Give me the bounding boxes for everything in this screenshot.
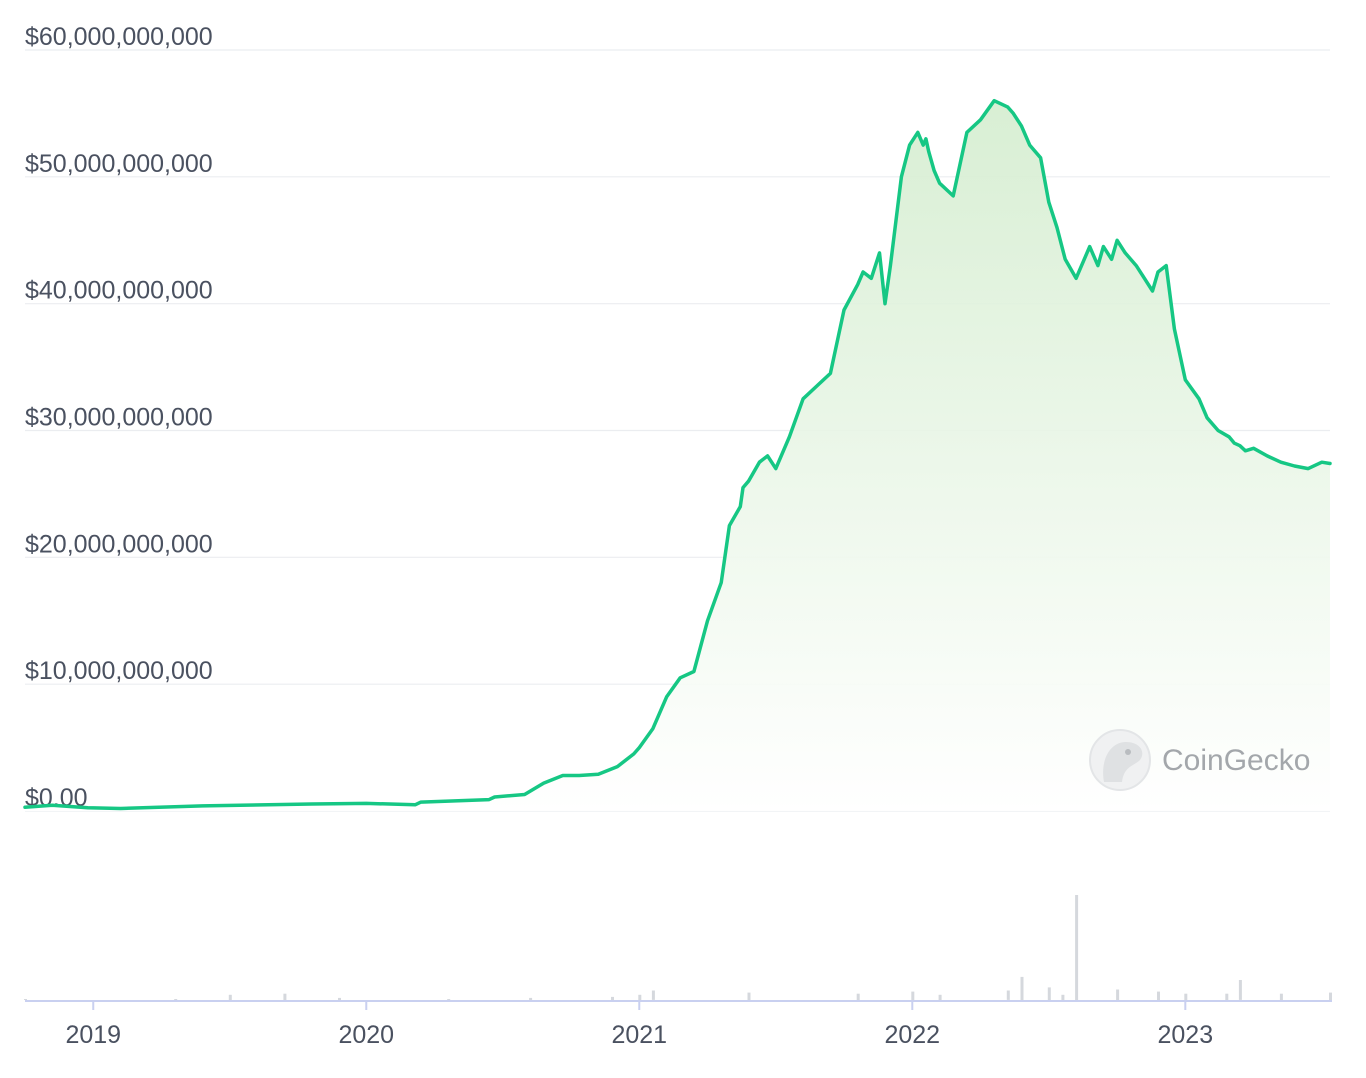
volume-bar — [1329, 992, 1332, 1000]
volume-bar — [911, 991, 915, 1000]
volume-bar — [529, 997, 533, 1000]
gecko-head-shape — [1103, 742, 1143, 782]
y-tick-label: $40,000,000,000 — [25, 277, 213, 305]
volume-bar — [856, 993, 860, 1000]
volume-bar — [1047, 987, 1051, 1000]
volume-bar — [1061, 994, 1065, 1001]
y-axis: $0.00$10,000,000,000$20,000,000,000$30,0… — [25, 23, 213, 812]
x-tick-label: 2020 — [338, 1021, 394, 1049]
market-cap-area — [25, 100, 1330, 811]
y-tick-label: $60,000,000,000 — [25, 23, 213, 51]
volume-bar — [1006, 990, 1010, 1000]
x-tick-label: 2023 — [1157, 1021, 1213, 1049]
y-tick-label: $50,000,000,000 — [25, 150, 213, 178]
volume-bar — [338, 997, 341, 1000]
y-tick-label: $30,000,000,000 — [25, 404, 213, 432]
watermark-brand: CoinGecko — [1162, 744, 1310, 777]
volume-bar — [1020, 976, 1024, 1000]
volume-bar — [651, 990, 655, 1000]
volume-bar — [1116, 989, 1120, 1000]
gridlines — [25, 49, 1330, 812]
volume-bar — [1184, 993, 1188, 1000]
x-axis: 2019 2020 2021 2022 2023 — [25, 1000, 1332, 1049]
volume-bar — [447, 999, 451, 1001]
volume-bar — [747, 992, 751, 1000]
gecko-eye-shape — [1125, 749, 1131, 755]
x-tick-label: 2022 — [884, 1021, 940, 1049]
volume-bar — [24, 999, 27, 1000]
market-cap-series — [23, 98, 1332, 811]
volume-bar — [174, 999, 178, 1001]
volume-bar — [228, 994, 232, 1001]
coingecko-watermark: CoinGecko — [1089, 729, 1310, 791]
volume-bar — [283, 993, 287, 1000]
x-tick-label: 2021 — [611, 1021, 667, 1049]
volume-bar — [1075, 895, 1079, 1000]
volume-bar — [1238, 980, 1242, 1000]
volume-bar — [1157, 991, 1160, 1000]
volume-bar — [938, 994, 942, 1001]
x-tick-label: 2019 — [65, 1021, 121, 1049]
area-fill — [25, 100, 1330, 811]
volume-bar — [1225, 993, 1229, 1000]
volume-bars — [24, 895, 1332, 1001]
volume-bar — [638, 994, 642, 1001]
volume-bar — [1279, 993, 1283, 1000]
y-tick-label: $20,000,000,000 — [25, 530, 213, 558]
volume-bar — [611, 996, 614, 1000]
market-cap-line — [23, 98, 1332, 811]
y-tick-label: $10,000,000,000 — [25, 657, 213, 685]
